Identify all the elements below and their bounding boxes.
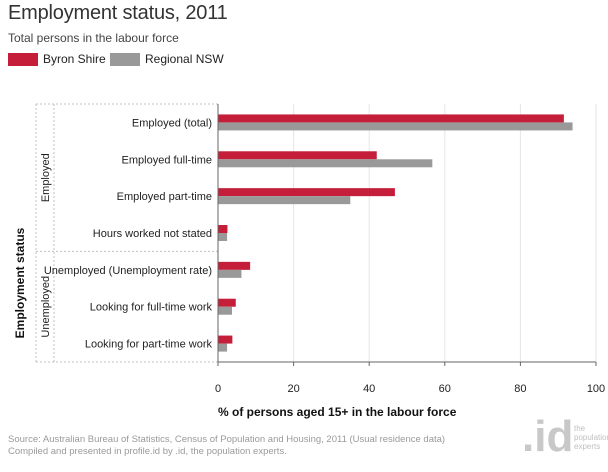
x-tick-label: 60 (439, 383, 451, 395)
x-tick-label: 80 (514, 383, 526, 395)
x-tick-label: 20 (287, 383, 299, 395)
legend-label-byron-shire: Byron Shire (43, 52, 106, 66)
bar-byron-shire (218, 335, 233, 344)
logo-tagline: the population experts (574, 424, 608, 451)
bar-regional-nsw (218, 233, 228, 241)
bar-regional-nsw (218, 306, 232, 315)
legend-swatch-byron-shire (8, 52, 38, 66)
group-label-employed: Employed (40, 153, 52, 202)
logo-mark: .id (522, 412, 574, 461)
bar-regional-nsw (218, 122, 573, 131)
bar-regional-nsw (218, 159, 433, 168)
legend-label-regional-nsw: Regional NSW (145, 52, 224, 66)
logo-tagline-line: the (574, 424, 586, 433)
category-label: Employed (total) (132, 117, 212, 129)
category-label: Hours worked not stated (93, 228, 212, 240)
id-logo: .id the population experts (522, 412, 608, 470)
bar-regional-nsw (218, 269, 242, 278)
compiled-line: Compiled and presented in profile.id by … (8, 446, 287, 457)
legend-item-regional-nsw[interactable]: Regional NSW (110, 51, 224, 67)
bar-byron-shire (218, 114, 564, 123)
bar-byron-shire (218, 151, 377, 160)
source-line: Source: Australian Bureau of Statistics,… (8, 434, 446, 445)
legend-swatch-regional-nsw (110, 52, 140, 66)
category-label: Looking for full-time work (90, 302, 213, 314)
category-label: Employed part-time (117, 191, 212, 203)
group-label-unemployed: Unemployed (40, 276, 52, 338)
x-tick-label: 0 (215, 383, 221, 395)
x-axis-title: % of persons aged 15+ in the labour forc… (218, 405, 457, 419)
x-tick-label: 40 (363, 383, 375, 395)
bar-byron-shire (218, 298, 236, 307)
x-tick-label: 100 (587, 383, 605, 395)
bar-regional-nsw (218, 196, 351, 205)
logo-tagline-line: population (574, 433, 608, 442)
logo-tagline-line: experts (574, 442, 601, 451)
chart-subtitle: Total persons in the labour force (8, 31, 179, 45)
category-label: Looking for part-time work (85, 339, 213, 351)
bar-regional-nsw (218, 343, 228, 352)
chart-title: Employment status, 2011 (8, 2, 228, 24)
category-label: Unemployed (Unemployment rate) (44, 265, 212, 277)
y-axis-title: Employment status (13, 227, 27, 338)
bar-byron-shire (218, 261, 251, 270)
bar-byron-shire (218, 188, 395, 197)
bar-byron-shire (218, 225, 228, 233)
legend-item-byron-shire[interactable]: Byron Shire (8, 51, 106, 67)
bar-chart: Employed Unemployed Employment status Emplo… (13, 103, 605, 419)
category-label: Employed full-time (122, 154, 212, 166)
source-note: Source: Australian Bureau of Statistics,… (8, 434, 445, 458)
